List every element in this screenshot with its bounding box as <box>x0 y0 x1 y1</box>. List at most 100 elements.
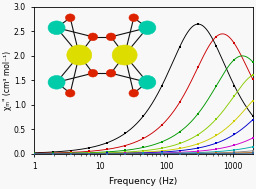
Point <box>159 152 164 155</box>
Point <box>50 152 55 155</box>
Point <box>50 152 55 155</box>
Y-axis label: χₘ" (cm³ mol⁻¹): χₘ" (cm³ mol⁻¹) <box>4 51 13 110</box>
Point <box>214 35 218 38</box>
Point <box>50 152 55 155</box>
Point <box>232 151 236 154</box>
Point <box>250 99 254 102</box>
Point <box>105 152 109 155</box>
Point <box>105 150 109 153</box>
Point <box>250 145 254 148</box>
Point <box>178 147 182 150</box>
Point <box>141 151 145 154</box>
Point <box>69 152 73 155</box>
Point <box>105 152 109 155</box>
Point <box>232 133 236 136</box>
Point <box>196 150 200 153</box>
Point <box>105 141 109 144</box>
Point <box>123 149 127 152</box>
Point <box>141 151 145 154</box>
Point <box>123 152 127 155</box>
Point <box>87 152 91 155</box>
X-axis label: Frequency (Hz): Frequency (Hz) <box>109 177 178 186</box>
Point <box>178 152 182 155</box>
Point <box>250 119 254 122</box>
Point <box>69 152 73 155</box>
Point <box>123 144 127 147</box>
Point <box>141 152 145 155</box>
Point <box>69 152 73 155</box>
Point <box>214 151 218 154</box>
Point <box>87 152 91 155</box>
Point <box>105 152 109 155</box>
Point <box>196 66 200 69</box>
Point <box>105 152 109 155</box>
Point <box>196 146 200 149</box>
Point <box>214 142 218 145</box>
Point <box>69 152 73 155</box>
Point <box>214 150 218 153</box>
Point <box>196 152 200 155</box>
Point <box>50 152 55 155</box>
Point <box>141 152 145 155</box>
Point <box>50 152 55 155</box>
Point <box>87 152 91 155</box>
Point <box>69 152 73 155</box>
Point <box>232 152 236 155</box>
Point <box>159 151 164 154</box>
Point <box>50 152 55 155</box>
Point <box>69 152 73 155</box>
Point <box>87 152 91 155</box>
Point <box>159 152 164 155</box>
Point <box>69 152 73 155</box>
Point <box>50 150 55 153</box>
Point <box>250 152 254 155</box>
Point <box>196 133 200 136</box>
Point <box>87 152 91 155</box>
Point <box>159 140 164 143</box>
Point <box>123 152 127 155</box>
Point <box>123 152 127 155</box>
Point <box>159 152 164 155</box>
Point <box>141 146 145 149</box>
Point <box>32 152 36 155</box>
Point <box>87 150 91 153</box>
Point <box>123 152 127 155</box>
Point <box>159 147 164 150</box>
Point <box>178 152 182 155</box>
Point <box>50 152 55 155</box>
Point <box>214 152 218 155</box>
Point <box>105 152 109 155</box>
Point <box>214 152 218 155</box>
Point <box>105 152 109 155</box>
Point <box>214 45 218 48</box>
Point <box>232 84 236 87</box>
Point <box>87 151 91 154</box>
Point <box>123 151 127 154</box>
Point <box>214 148 218 151</box>
Point <box>69 152 73 155</box>
Point <box>178 130 182 133</box>
Point <box>69 151 73 154</box>
Point <box>123 132 127 135</box>
Point <box>232 58 236 61</box>
Point <box>105 148 109 151</box>
Point <box>105 151 109 154</box>
Point <box>141 149 145 152</box>
Point <box>214 84 218 88</box>
Point <box>141 137 145 140</box>
Point <box>32 152 36 155</box>
Point <box>87 152 91 155</box>
Point <box>141 152 145 155</box>
Point <box>50 152 55 155</box>
Point <box>159 85 164 88</box>
Point <box>178 101 182 104</box>
Point <box>250 114 254 117</box>
Point <box>87 146 91 149</box>
Point <box>159 151 164 154</box>
Point <box>178 45 182 48</box>
Point <box>232 148 236 151</box>
Point <box>32 152 36 155</box>
Point <box>196 142 200 145</box>
Point <box>32 151 36 154</box>
Point <box>32 152 36 155</box>
